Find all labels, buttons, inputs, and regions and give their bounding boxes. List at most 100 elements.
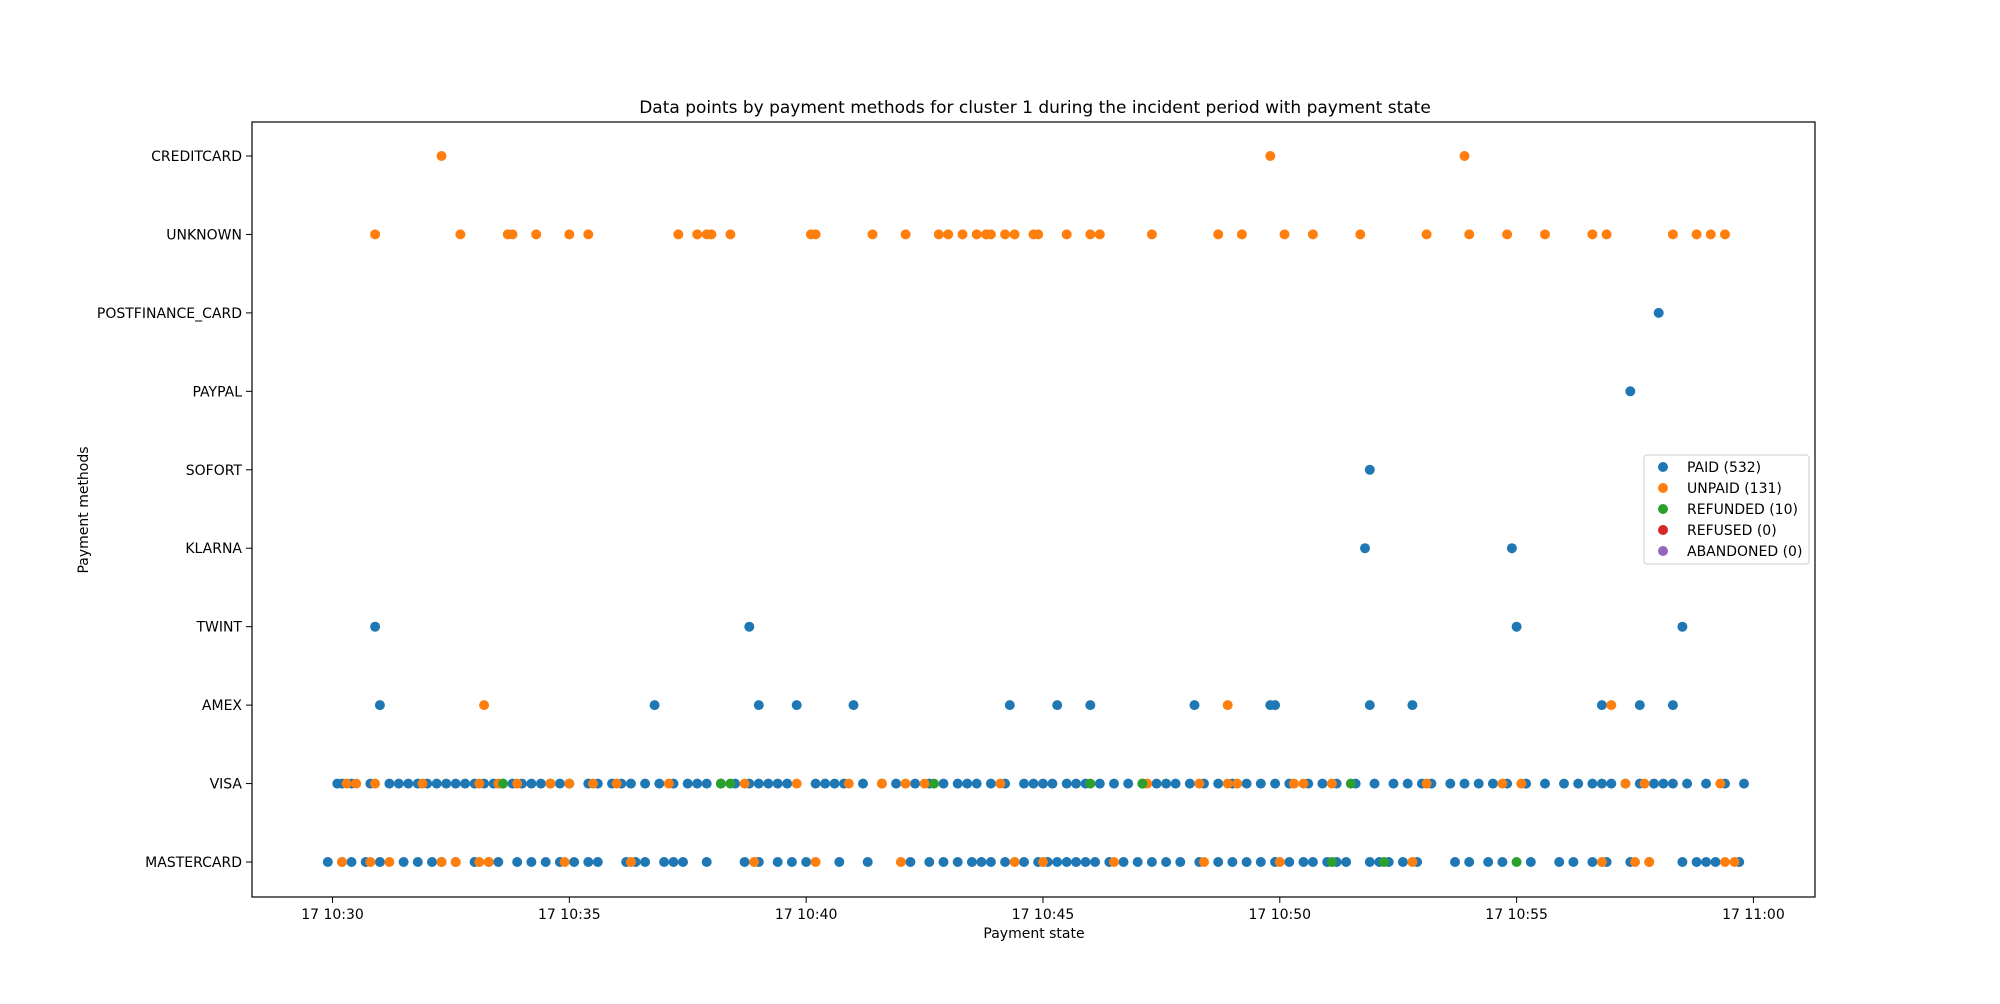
data-point bbox=[971, 229, 982, 240]
data-point bbox=[507, 229, 518, 240]
data-point bbox=[1019, 778, 1029, 789]
data-point bbox=[493, 857, 504, 867]
data-point bbox=[1487, 778, 1498, 789]
data-point bbox=[1364, 464, 1375, 475]
x-tick-label: 17 10:40 bbox=[775, 907, 838, 923]
data-point bbox=[1540, 778, 1550, 789]
data-point bbox=[701, 857, 712, 867]
data-point bbox=[436, 151, 447, 161]
data-point bbox=[1620, 778, 1631, 789]
data-point bbox=[545, 778, 556, 789]
data-point bbox=[1298, 778, 1309, 789]
data-point bbox=[1028, 778, 1039, 789]
series-group bbox=[498, 778, 1522, 867]
data-point bbox=[1701, 857, 1712, 867]
data-point bbox=[786, 857, 797, 867]
data-point bbox=[1587, 229, 1598, 240]
data-point bbox=[1109, 778, 1119, 789]
data-point bbox=[1255, 857, 1266, 867]
data-point bbox=[474, 778, 485, 789]
data-point bbox=[1236, 229, 1247, 240]
data-point bbox=[512, 857, 523, 867]
data-point bbox=[1497, 857, 1508, 867]
data-point bbox=[744, 621, 755, 632]
data-point bbox=[1630, 857, 1640, 867]
data-point bbox=[810, 857, 821, 867]
data-point bbox=[1123, 778, 1134, 789]
data-point bbox=[772, 857, 783, 867]
data-point bbox=[1222, 700, 1233, 711]
data-point bbox=[1317, 778, 1328, 789]
data-point bbox=[1464, 857, 1475, 867]
data-point bbox=[858, 778, 868, 789]
legend-label: ABANDONED (0) bbox=[1687, 544, 1802, 560]
data-point bbox=[1715, 778, 1726, 789]
data-point bbox=[583, 857, 594, 867]
data-point bbox=[701, 778, 712, 789]
data-point bbox=[1516, 778, 1527, 789]
data-point bbox=[479, 700, 490, 711]
data-point bbox=[1232, 778, 1243, 789]
data-point bbox=[668, 857, 679, 867]
data-point bbox=[938, 857, 949, 867]
data-point bbox=[1606, 700, 1617, 711]
data-point bbox=[1170, 778, 1181, 789]
y-tick-label: SOFORT bbox=[186, 463, 243, 479]
data-point bbox=[1450, 857, 1460, 867]
plot-points bbox=[322, 151, 1749, 867]
data-point bbox=[1061, 857, 1072, 867]
data-point bbox=[943, 229, 954, 240]
data-point bbox=[962, 778, 973, 789]
y-tick-label: TWINT bbox=[195, 620, 242, 636]
data-point bbox=[1649, 778, 1659, 789]
data-point bbox=[640, 778, 651, 789]
data-point bbox=[460, 778, 471, 789]
data-point bbox=[985, 857, 996, 867]
data-point bbox=[337, 857, 347, 867]
data-point bbox=[692, 778, 703, 789]
data-point bbox=[763, 778, 774, 789]
data-point bbox=[1473, 778, 1484, 789]
data-point bbox=[640, 857, 651, 867]
data-point bbox=[535, 778, 546, 789]
data-point bbox=[1407, 700, 1418, 711]
x-tick-label: 17 10:55 bbox=[1485, 907, 1548, 923]
data-point bbox=[351, 778, 362, 789]
data-point bbox=[1596, 700, 1607, 711]
data-point bbox=[1270, 778, 1281, 789]
data-point bbox=[1497, 778, 1508, 789]
data-point bbox=[1213, 778, 1224, 789]
data-point bbox=[1364, 857, 1375, 867]
data-point bbox=[554, 778, 565, 789]
data-point bbox=[498, 778, 508, 789]
data-point bbox=[692, 229, 703, 240]
data-point bbox=[725, 778, 736, 789]
data-point bbox=[625, 857, 636, 867]
data-point bbox=[1360, 543, 1370, 554]
data-point bbox=[1667, 778, 1678, 789]
data-point bbox=[450, 778, 461, 789]
legend-marker bbox=[1658, 483, 1668, 493]
data-point bbox=[867, 229, 878, 240]
data-point bbox=[801, 857, 812, 867]
data-point bbox=[1341, 857, 1352, 867]
data-point bbox=[1184, 778, 1195, 789]
data-point bbox=[1004, 700, 1015, 711]
data-point bbox=[1038, 857, 1048, 867]
y-axis-label: Payment methods bbox=[76, 446, 92, 573]
data-point bbox=[749, 857, 760, 867]
data-point bbox=[1094, 778, 1105, 789]
data-point bbox=[564, 229, 575, 240]
data-point bbox=[1345, 778, 1356, 789]
data-point bbox=[843, 778, 854, 789]
data-point bbox=[1407, 857, 1418, 867]
data-point bbox=[1194, 778, 1205, 789]
data-point bbox=[1540, 229, 1550, 240]
data-point bbox=[753, 778, 764, 789]
data-point bbox=[512, 778, 523, 789]
data-point bbox=[1639, 778, 1650, 789]
data-point bbox=[1677, 857, 1688, 867]
data-point bbox=[474, 857, 485, 867]
data-point bbox=[1421, 778, 1432, 789]
data-point bbox=[1710, 857, 1721, 867]
